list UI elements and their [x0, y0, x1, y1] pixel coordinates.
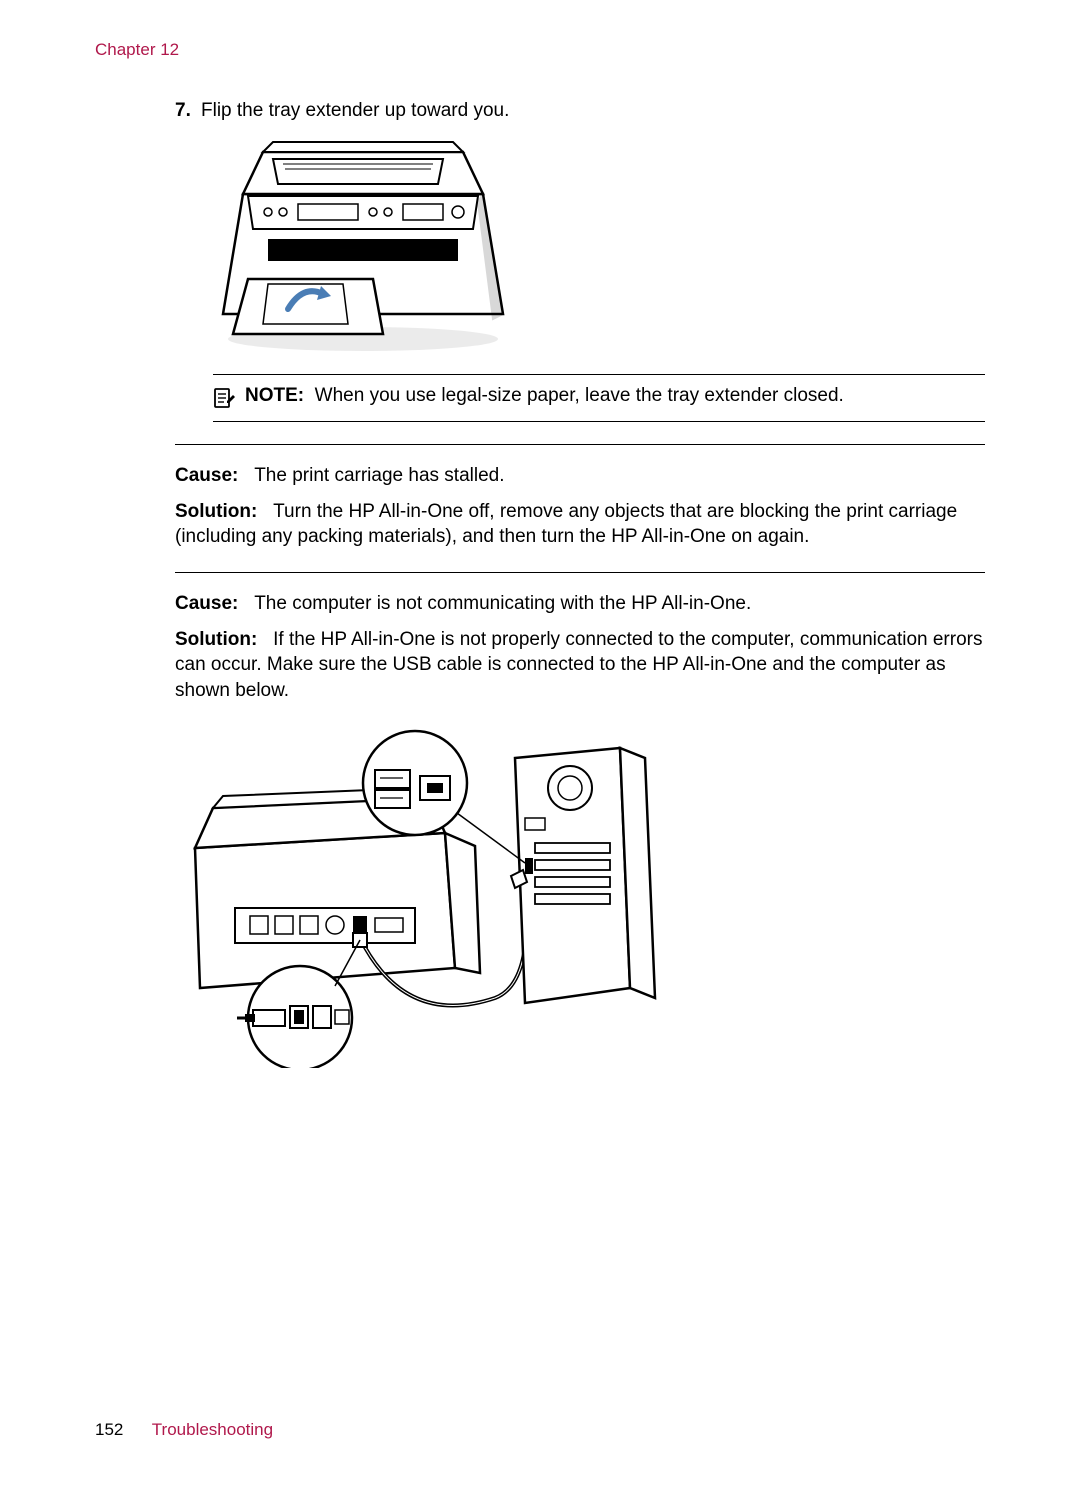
note-icon — [213, 387, 235, 409]
solution-block-2: Solution: If the HP All-in-One is not pr… — [175, 627, 985, 704]
cause-label: Cause: — [175, 593, 238, 614]
section-name: Troubleshooting — [152, 1420, 273, 1439]
note-callout: NOTE: When you use legal-size paper, lea… — [213, 374, 985, 422]
step-number: 7. — [175, 100, 201, 122]
divider — [175, 572, 985, 573]
page-footer: 152 Troubleshooting — [95, 1420, 273, 1440]
cause-label: Cause: — [175, 465, 238, 486]
solution-block-1: Solution: Turn the HP All-in-One off, re… — [175, 499, 985, 550]
cause-block-2: Cause: The computer is not communicating… — [175, 591, 985, 617]
step-item: 7. Flip the tray extender up toward you. — [175, 100, 985, 122]
note-text: NOTE: When you use legal-size paper, lea… — [245, 385, 844, 407]
solution-label: Solution: — [175, 501, 257, 522]
step-text: Flip the tray extender up toward you. — [201, 100, 509, 122]
note-label: NOTE: — [245, 385, 304, 406]
divider — [175, 444, 985, 445]
chapter-header: Chapter 12 — [95, 40, 985, 60]
page-number: 152 — [95, 1420, 123, 1439]
solution-text: If the HP All-in-One is not properly con… — [175, 629, 982, 701]
cause-text: The computer is not communicating with t… — [254, 593, 751, 614]
solution-text: Turn the HP All-in-One off, remove any o… — [175, 501, 957, 548]
document-page: Chapter 12 7. Flip the tray extender up … — [0, 0, 1080, 1495]
solution-label: Solution: — [175, 629, 257, 650]
note-body: When you use legal-size paper, leave the… — [315, 385, 844, 406]
figure-usb-connection — [175, 728, 985, 1073]
cause-block-1: Cause: The print carriage has stalled. — [175, 463, 985, 489]
figure-printer-tray — [213, 134, 985, 354]
cause-text: The print carriage has stalled. — [254, 465, 504, 486]
